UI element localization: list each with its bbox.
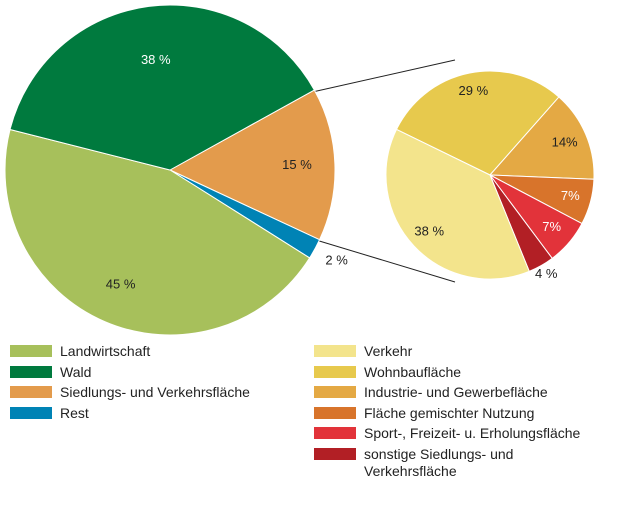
legend-swatch [10,345,52,357]
legend-swatch [314,406,356,419]
legend-item: Industrie- und Gewerbefläche [314,384,634,401]
legend-swatch [314,427,356,439]
legend-label: sonstige Siedlungs- und Verkehrsfläche [364,445,514,479]
pie-slice [385,128,530,280]
data-label: 29 % [459,83,489,98]
data-label: 2 % [325,252,348,267]
pies: 15 % 2 % 45 % 38 % 29 % 14% 7% 7% 4 % 38 % [4,4,595,336]
data-label: 4 % [535,266,558,281]
data-label: 14% [552,135,578,150]
legend-swatch [10,386,52,398]
connector [307,59,456,94]
legend-swatch [10,406,52,419]
data-label: 38 % [141,52,171,67]
legend-swatch [314,386,356,398]
data-label: 15 % [282,157,312,172]
data-label: 45 % [106,277,136,292]
legend: Landwirtschaft Wald Siedlungs- und Verkehr… [10,343,310,425]
legend-label: Sport-, Freizeit- u. Erholungsfläche [364,425,581,441]
legend-swatch [10,365,52,378]
data-label: 7% [561,188,580,203]
legend-item: Verkehr [314,343,634,360]
pie-slice [168,89,336,241]
legend-label: Rest [60,404,89,421]
legend-swatch [314,345,356,357]
legend-item: Fläche gemischter Nutzung [314,405,634,422]
legend-item: Landwirtschaft [10,343,310,360]
legend-item: Wald [10,364,310,381]
legend-swatch [314,447,356,460]
legend-item: Rest [10,405,310,422]
legend: Verkehr Wohnbaufläche Industrie- und Gewer… [314,343,634,483]
legend-label: Industrie- und Gewerbefläche [364,384,548,400]
data-label: 7% [542,219,561,234]
legend-item: Wohnbaufläche [314,364,634,381]
legend-label: Landwirtschaft [60,343,151,359]
legend-item: sonstige Siedlungs- und Verkehrsfläche [314,446,634,480]
pie-slice [9,4,315,171]
legend-item: Sport-, Freizeit- u. Erholungsfläche [314,425,634,442]
legend-label: Siedlungs- und Verkehrsfläche [60,384,250,400]
pie-slice [488,96,595,180]
data-label: 38 % [414,223,444,238]
legend-item: Siedlungs- und Verkehrsfläche [10,384,310,401]
legend-label: Verkehr [364,343,413,359]
connector [315,239,456,283]
legend-label: Wohnbaufläche [364,363,462,380]
legend-swatch [314,365,356,378]
legend-label: Fläche gemischter Nutzung [364,404,535,421]
legend-label: Wald [60,363,92,380]
pie-slice [4,128,311,336]
